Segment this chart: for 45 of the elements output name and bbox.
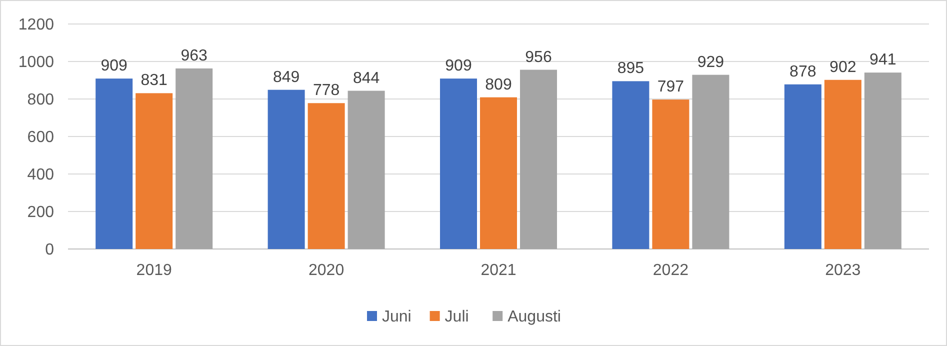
data-label: 878 xyxy=(790,63,816,80)
data-label: 831 xyxy=(140,72,168,90)
bar xyxy=(784,84,822,249)
data-label: 909 xyxy=(100,58,128,75)
bar xyxy=(348,90,385,249)
data-label: 895 xyxy=(617,60,644,78)
data-label: 956 xyxy=(525,48,552,66)
bar xyxy=(864,72,902,249)
y-tick-label: 600 xyxy=(27,129,54,146)
data-label: 963 xyxy=(180,47,208,64)
x-tick-label: 2022 xyxy=(652,262,689,279)
bar xyxy=(480,97,517,249)
bar xyxy=(824,80,862,249)
y-tick-label: 1200 xyxy=(18,16,54,34)
bar xyxy=(612,81,650,249)
y-tick-label: 1000 xyxy=(18,54,54,72)
y-tick-label: 0 xyxy=(45,242,54,259)
x-tick-label: 2021 xyxy=(480,262,516,279)
bar xyxy=(268,90,305,249)
bar xyxy=(692,74,730,249)
data-label: 941 xyxy=(870,52,896,69)
x-tick-label: 2020 xyxy=(308,262,344,279)
legend-label: Augusti xyxy=(508,308,561,326)
data-label: 797 xyxy=(657,78,684,96)
bar xyxy=(652,100,690,249)
legend-label: Juni xyxy=(382,308,412,326)
y-tick-label: 800 xyxy=(27,92,54,109)
data-label: 778 xyxy=(312,82,340,100)
data-label: 809 xyxy=(485,76,512,94)
data-label: 844 xyxy=(352,70,380,87)
data-label: 909 xyxy=(445,58,472,75)
legend-label: Juli xyxy=(444,308,469,326)
bar xyxy=(440,78,477,249)
data-label: 902 xyxy=(830,58,856,76)
x-tick-label: 2019 xyxy=(136,262,172,279)
data-label: 929 xyxy=(697,54,724,71)
y-tick-label: 400 xyxy=(27,166,54,184)
data-label: 849 xyxy=(272,68,300,86)
bar xyxy=(136,93,173,249)
bar xyxy=(520,70,557,249)
x-tick-label: 2023 xyxy=(825,262,861,279)
bar xyxy=(176,68,213,249)
bar xyxy=(96,78,133,249)
bar xyxy=(308,103,345,249)
y-tick-label: 200 xyxy=(27,204,54,222)
